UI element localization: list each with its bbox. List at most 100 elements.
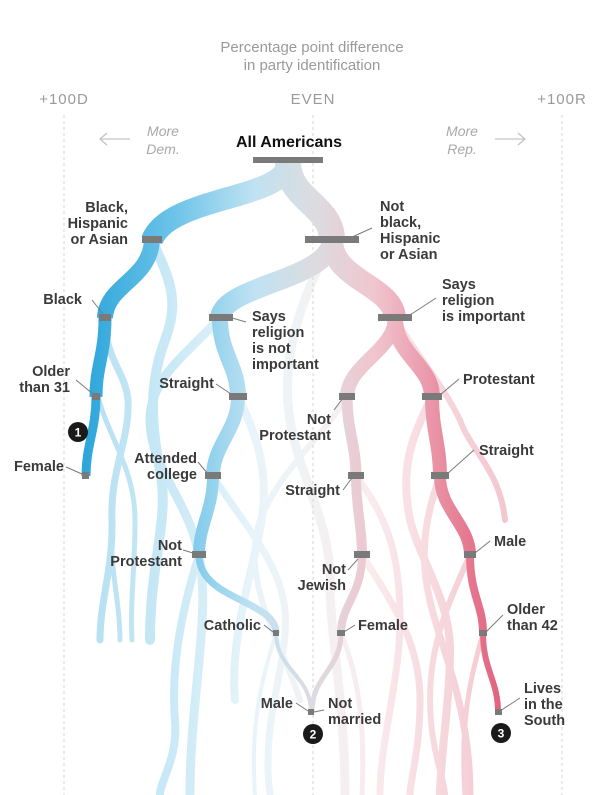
- node-label-relnot-line-4: important: [252, 357, 319, 373]
- branch-nbha-to-relimp: [321, 238, 406, 321]
- node-marker-female1: [82, 472, 89, 479]
- callout-3-circle: [491, 723, 511, 743]
- node-marker-notprot1: [192, 551, 206, 558]
- node-marker-older42: [479, 630, 487, 636]
- subtitle-line-1: Percentage point difference: [220, 39, 403, 56]
- node-label-straight2-line-1: Straight: [285, 483, 340, 499]
- node-label-protestant-line-1: Protestant: [463, 372, 535, 388]
- node-label-notprot1-line-2: Protestant: [110, 554, 182, 570]
- branch-straight-to-notjewish: [351, 475, 367, 556]
- node-label-straight1-line-1: Straight: [159, 376, 214, 392]
- leader-lines: [65, 227, 521, 713]
- node-markers: [82, 157, 502, 715]
- direction-dem-line-1: More: [147, 123, 179, 139]
- node-label-female1: Female: [14, 459, 64, 475]
- node-label-notmarried-line-2: married: [328, 712, 381, 728]
- branch-straight-to-college: [206, 396, 245, 477]
- direction-rep-line-2: Rep.: [447, 141, 477, 157]
- callout-3: 3: [491, 723, 511, 743]
- node-label-relnot-line-3: is not: [252, 341, 291, 357]
- node-label-bha-line-3: or Asian: [71, 232, 128, 248]
- node-marker-straight1: [229, 393, 247, 400]
- branch-black-to-older31: [89, 317, 112, 398]
- branch-relimp-to-notprot: [340, 317, 402, 398]
- node-label-root-line-1: All Americans: [236, 134, 342, 151]
- callout-2-circle: [303, 724, 323, 744]
- node-label-relimp-line-2: religion: [442, 293, 494, 309]
- node-marker-straight2: [348, 472, 364, 479]
- node-label-south-line-3: South: [524, 713, 565, 729]
- node-label-relnot-line-1: Says: [252, 309, 286, 325]
- arrow-left-icon-head: [99, 132, 108, 146]
- node-label-straight3: Straight: [479, 443, 534, 459]
- node-label-female2: Female: [358, 618, 408, 634]
- node-label-notjewish-line-2: Jewish: [298, 578, 346, 594]
- node-label-notprot2-line-1: Not: [307, 412, 331, 428]
- node-label-older42-line-2: than 42: [507, 618, 558, 634]
- node-marker-black: [99, 314, 111, 321]
- node-marker-notprot2: [339, 393, 355, 400]
- direction-hint-dem: More Dem.: [99, 123, 180, 157]
- node-marker-south: [495, 709, 502, 715]
- node-label-relnot-line-2: religion: [252, 325, 304, 341]
- branch-notjewish-to-female: [337, 554, 366, 634]
- main-branches: [81, 159, 501, 713]
- node-label-root: All Americans: [236, 134, 342, 151]
- branch-older42-to-south: [480, 632, 501, 713]
- branch-relimp-to-protestant: [387, 317, 440, 398]
- callout-1-number: 1: [75, 426, 82, 440]
- node-label-black: Black: [43, 292, 83, 308]
- branch-notprot-to-catholic: [195, 554, 280, 634]
- node-label-protestant: Protestant: [463, 372, 535, 388]
- axis-label-center: EVEN: [291, 91, 336, 108]
- node-label-south-line-2: in the: [524, 697, 563, 713]
- node-marker-male3: [464, 551, 476, 558]
- branch-relnot-to-straight: [212, 317, 246, 398]
- callout-2-number: 2: [310, 728, 317, 742]
- axis-label-left: +100D: [39, 91, 89, 108]
- node-label-south-line-1: Lives: [524, 681, 561, 697]
- branch-bha-to-black: [97, 238, 160, 320]
- node-label-college-line-2: college: [147, 467, 197, 483]
- node-marker-straight3: [431, 472, 449, 479]
- branch-protestant-to-straight: [425, 396, 447, 477]
- node-label-male2-line-1: Male: [261, 696, 293, 712]
- node-label-college-line-1: Attended: [134, 451, 197, 467]
- node-label-older42-line-1: Older: [507, 602, 545, 618]
- node-label-notmarried-line-1: Not: [328, 696, 352, 712]
- node-marker-nbha: [305, 236, 359, 243]
- node-label-catholic-line-1: Catholic: [204, 618, 261, 634]
- node-label-male3-line-1: Male: [494, 534, 526, 550]
- node-label-relimp-line-3: is important: [442, 309, 525, 325]
- node-label-relimp-line-1: Says: [442, 277, 476, 293]
- node-label-male3: Male: [494, 534, 526, 550]
- node-label-bha-line-2: Hispanic: [68, 216, 128, 232]
- node-label-catholic: Catholic: [204, 618, 261, 634]
- node-label-male2: Male: [261, 696, 293, 712]
- direction-hint-rep: More Rep.: [446, 123, 526, 157]
- node-label-nbha-line-2: black,: [380, 215, 421, 231]
- node-label-straight1: Straight: [159, 376, 214, 392]
- node-marker-college: [205, 472, 221, 479]
- node-label-nbha-line-1: Not: [380, 199, 404, 215]
- branch-college-to-notprot: [193, 475, 219, 556]
- branch-male-to-older42: [466, 554, 487, 634]
- callout-1-circle: [68, 422, 88, 442]
- branch-notprot-to-straight: [341, 396, 362, 477]
- node-label-notjewish-line-1: Not: [322, 562, 346, 578]
- node-label-notprot2-line-2: Protestant: [259, 428, 331, 444]
